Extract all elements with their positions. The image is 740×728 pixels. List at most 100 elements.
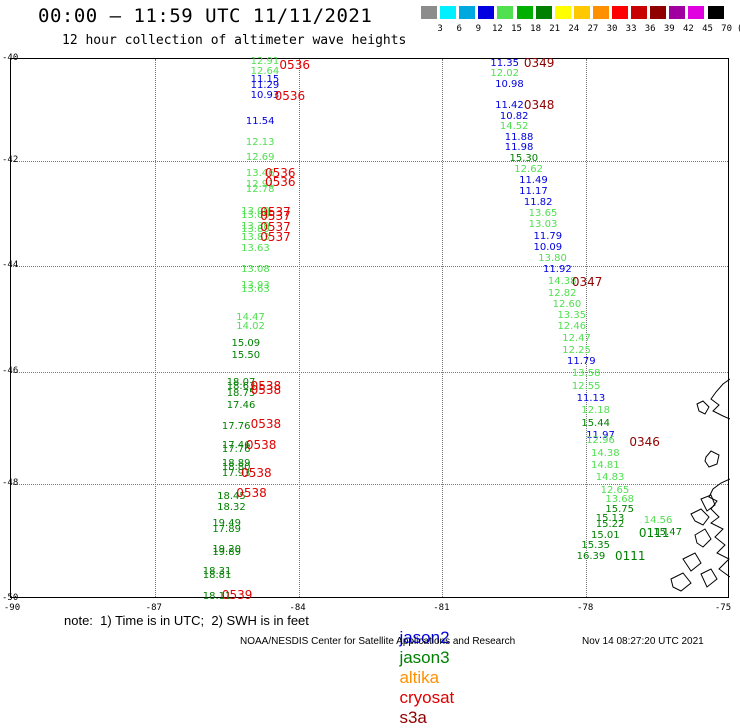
legend-jason2: jason2	[399, 628, 450, 647]
pass-time-label: 0536	[274, 88, 306, 103]
wave-height-value: 11.13	[576, 392, 606, 404]
color-swatch	[421, 6, 437, 19]
wave-height-value: 11.88	[504, 132, 534, 144]
longitude-tick-label: -81	[433, 603, 450, 613]
wave-height-value: 11.42	[495, 100, 524, 112]
wave-height-value: 13.89	[241, 224, 270, 236]
chile-coastline	[670, 378, 730, 592]
legend-altika: altika	[399, 668, 440, 687]
wave-height-value: 12.78	[245, 183, 275, 195]
wave-height-value: 13.63	[241, 283, 270, 295]
map-subtitle: 12 hour collection of altimeter wave hei…	[62, 33, 407, 48]
latitude-tick-label: -48	[2, 478, 19, 488]
pass-time-label: 0539	[221, 587, 253, 602]
legend-jason3: jason3	[399, 648, 450, 667]
wave-height-value: 13.35	[557, 310, 587, 322]
wave-height-value: 15.09	[231, 337, 261, 349]
map-title: 00:00 – 11:59 UTC 11/11/2021	[38, 5, 373, 27]
pass-time-label: 0536	[279, 58, 310, 73]
legend-s3a: s3a	[399, 708, 427, 727]
wave-height-value: 11.54	[245, 115, 275, 127]
pass-time-label: 0537	[260, 219, 291, 234]
wave-height-value: 14.56	[643, 515, 673, 527]
wave-height-value: 11.79	[567, 356, 596, 368]
wave-height-value: 10.09	[533, 241, 563, 253]
legend-cryosat: cryosat	[399, 688, 455, 707]
color-swatch	[554, 6, 571, 19]
parallel-gridline	[11, 161, 728, 162]
pass-time-label: 0111	[614, 549, 646, 564]
wave-height-value: 18.81	[202, 570, 232, 581]
color-swatch	[573, 6, 590, 19]
wave-height-value: 12.65	[600, 484, 630, 496]
wave-height-value: 11.17	[519, 185, 548, 197]
color-scale-label: 30	[606, 24, 618, 34]
wave-height-value: 18.11	[202, 590, 232, 602]
credit-line: NOAA/NESDIS Center for Satellite Applica…	[240, 636, 516, 647]
wave-height-value: 17.93	[221, 467, 251, 479]
pass-time-label: 0538	[250, 417, 282, 432]
wave-height-value: 14.38	[547, 275, 577, 287]
parallel-gridline	[11, 484, 728, 485]
wave-height-value: 12.02	[490, 67, 519, 79]
wave-height-value: 12.18	[581, 405, 611, 417]
wave-height-value: 12.96	[586, 435, 615, 447]
color-swatch	[592, 6, 609, 19]
wave-height-value: 13.09	[241, 210, 270, 222]
wave-height-value: 12.46	[557, 321, 587, 333]
parallel-gridline	[11, 266, 728, 267]
wave-height-value: 17.89	[212, 524, 241, 535]
color-scale-label: 9	[475, 24, 482, 34]
wave-height-value: 12.13	[245, 136, 275, 148]
wave-height-value: 13.58	[571, 368, 601, 380]
color-scale-label: 15	[511, 24, 522, 34]
meridian-gridline	[298, 59, 300, 597]
wave-height-value: 12.64	[250, 65, 280, 77]
pass-time-label: 0349	[523, 55, 555, 70]
wave-height-value: 18.75	[226, 388, 256, 400]
wave-height-value: 17.46	[221, 440, 251, 452]
wave-height-value: 12.25	[562, 344, 591, 356]
pass-time-label: 0538	[236, 485, 267, 500]
wave-height-value: 14.47	[236, 312, 265, 324]
wave-height-value: 11.98	[504, 142, 534, 154]
meridian-gridline	[154, 59, 156, 597]
pass-time-label: 0537	[260, 209, 291, 224]
longitude-tick-label: -75	[714, 603, 732, 613]
pass-time-label: 0536	[265, 175, 296, 189]
satellite-legend: jason2 jason3 altika cryosat s3a	[390, 608, 463, 728]
wave-height-value: 15.30	[509, 152, 539, 164]
color-swatch	[669, 6, 686, 19]
pass-time-label: 0538	[250, 383, 282, 398]
wave-height-value: 12.60	[552, 299, 582, 311]
wave-height-value: 15.22	[595, 519, 625, 531]
color-scale-label: 6	[456, 24, 462, 34]
wave-height-value: 15.35	[581, 540, 611, 552]
wave-height-value: 13.65	[528, 208, 558, 220]
wave-height-value: 10.82	[499, 111, 529, 123]
pass-time-label: 0537	[260, 205, 291, 220]
wave-height-value: 11.35	[490, 57, 519, 69]
latitude-tick-label: -42	[2, 155, 19, 165]
wave-height-value: 13.63	[241, 242, 270, 254]
color-swatch	[631, 6, 648, 19]
wave-height-value: 11.15	[250, 74, 280, 86]
color-scale-label: 42	[682, 24, 694, 34]
wave-height-value: 13.46	[245, 168, 275, 180]
wave-height-value: 11.82	[523, 197, 553, 208]
parallel-gridline	[11, 372, 728, 373]
wave-height-value: 14.02	[236, 321, 265, 333]
pass-time-label: 0538	[241, 465, 272, 480]
color-swatch	[650, 6, 667, 19]
color-swatch	[612, 6, 628, 19]
color-scale-label: 70	[721, 24, 733, 34]
wave-height-value: 17.46	[226, 399, 256, 411]
wave-height-value: 16.39	[576, 551, 606, 563]
color-swatch	[688, 6, 705, 19]
wave-height-value: 12.55	[571, 380, 601, 392]
wave-height-value: 13.09	[241, 206, 270, 218]
wave-height-value: 18.45	[217, 490, 246, 502]
wave-height-value: 13.93	[241, 279, 270, 291]
color-swatch	[535, 6, 552, 19]
color-swatch	[478, 6, 495, 19]
